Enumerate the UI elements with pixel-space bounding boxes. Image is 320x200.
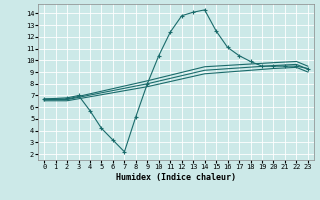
X-axis label: Humidex (Indice chaleur): Humidex (Indice chaleur) [116,173,236,182]
